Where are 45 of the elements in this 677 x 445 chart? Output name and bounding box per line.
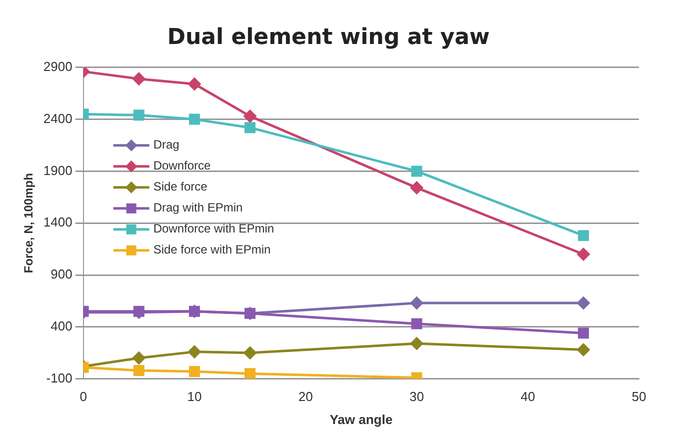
y-tick-label: 2900	[43, 58, 72, 74]
point	[244, 122, 256, 134]
y-tick-label: 2400	[43, 110, 72, 126]
x-tick-label: 30	[409, 389, 424, 404]
point	[577, 343, 590, 356]
legend-label: Drag	[153, 138, 180, 152]
y-tick-label: 400	[50, 318, 72, 334]
point	[188, 78, 201, 90]
y-tick-label: 1400	[43, 214, 72, 230]
y-tick-label: 1900	[43, 162, 72, 178]
point	[410, 337, 423, 350]
point	[133, 110, 144, 121]
point	[577, 296, 590, 310]
y-tick-label: 900	[50, 266, 72, 282]
point	[410, 296, 423, 310]
point	[244, 110, 256, 122]
y-tick-label: -100	[46, 370, 72, 386]
legend-label: Downforce	[153, 158, 212, 173]
point	[188, 366, 200, 378]
point	[578, 230, 589, 242]
chart-title: Dual element wing at yaw	[167, 24, 490, 50]
x-tick-label: 50	[632, 389, 646, 404]
x-tick-label: 10	[187, 389, 202, 404]
x-tick-label: 0	[80, 389, 87, 404]
point	[188, 346, 201, 358]
legend-label: Side force with EPmin	[153, 242, 271, 257]
point	[244, 368, 256, 379]
legend-label: Downforce with EPmin	[153, 222, 274, 236]
legend-label: Drag with EPmin	[153, 200, 243, 215]
x-tick-label: 20	[298, 389, 313, 404]
point	[244, 346, 256, 360]
point	[411, 166, 422, 177]
legend-label: Side force	[153, 180, 208, 194]
point	[132, 72, 146, 86]
y-axis-title: Force, N, 100mph	[22, 173, 36, 274]
point	[578, 328, 589, 339]
point	[132, 352, 146, 364]
x-axis-title: Yaw angle	[330, 412, 393, 427]
point	[188, 114, 200, 125]
x-tick-label: 40	[520, 389, 536, 404]
point	[411, 318, 422, 330]
point	[410, 182, 423, 194]
point	[133, 365, 144, 376]
point	[133, 306, 144, 317]
point	[577, 248, 590, 260]
